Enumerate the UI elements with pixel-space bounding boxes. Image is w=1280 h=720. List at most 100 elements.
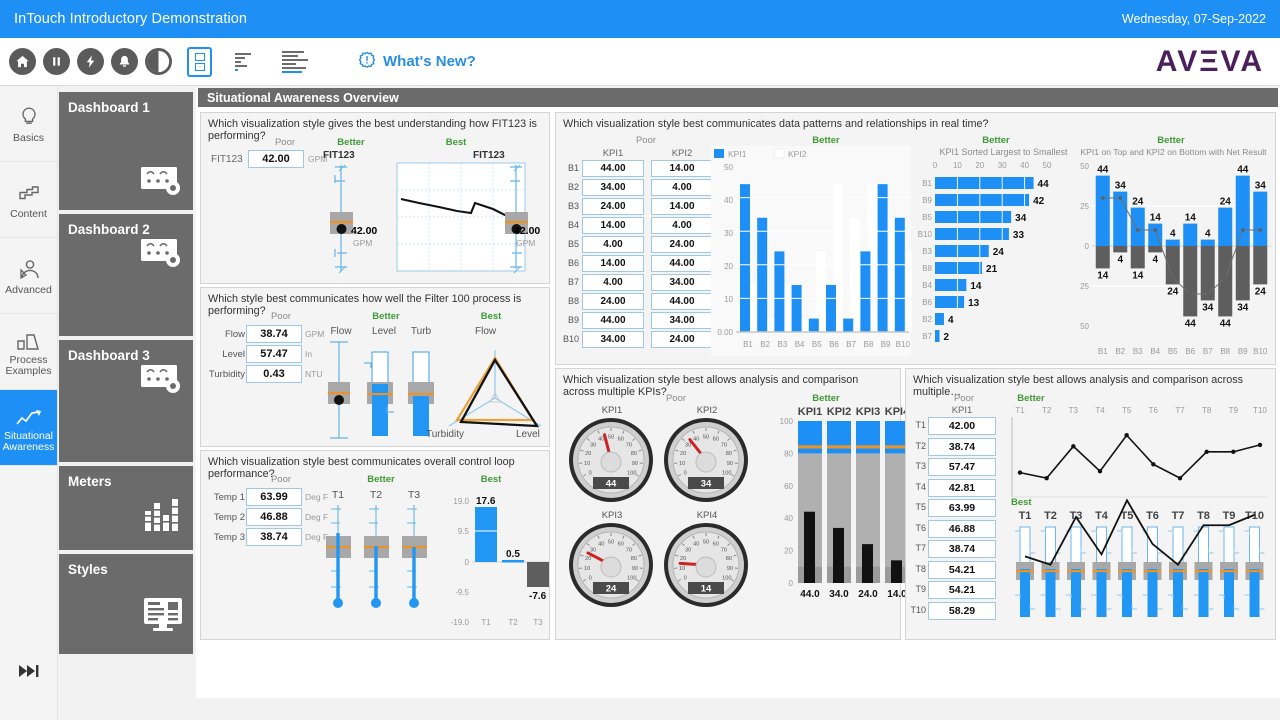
better-vertical-gauge [330, 164, 353, 274]
svg-text:B8: B8 [864, 340, 874, 349]
sidebar-item-process-examples[interactable]: Process Examples [0, 314, 57, 390]
label-better: Better [812, 135, 840, 146]
pause-icon[interactable] [43, 48, 70, 75]
kpi1-cell[interactable]: 44.00 [582, 160, 644, 177]
bolt-icon[interactable] [77, 48, 104, 75]
temp2-value-field[interactable]: 46.88 [246, 508, 302, 526]
kpi2-cell[interactable]: 4.00 [651, 217, 713, 234]
tile-dashboard-1[interactable]: Dashboard 1 [59, 92, 193, 210]
sidebar-item-advanced[interactable]: Advanced [0, 238, 57, 314]
trend-value-cell[interactable]: 63.99 [928, 499, 996, 517]
kpi2-cell[interactable]: 34.00 [651, 274, 713, 291]
svg-text:80: 80 [631, 451, 637, 457]
kpi2-cell[interactable]: 24.00 [651, 331, 713, 348]
trend-value-cell[interactable]: 42.81 [928, 478, 996, 497]
tile-styles[interactable]: Styles [59, 554, 193, 654]
trend-value-cell[interactable]: 57.47 [928, 458, 996, 476]
table-header-kpi1: KPI1 [602, 148, 624, 159]
gauge-kpi1[interactable]: KPI1 0 10 20 30 40 50 60 70 80 90 100 44 [566, 405, 658, 509]
table-row-label: B5 [567, 239, 579, 249]
trend-value-cell[interactable]: 38.74 [928, 540, 996, 558]
kpi1-cell[interactable]: 24.00 [582, 293, 644, 310]
loop-bar-chart: 19.0 9.5 0 -9.5 -19.0 17.6 0.5 -7.6 T1 T… [451, 496, 549, 627]
kpi2-cell[interactable]: 24.00 [651, 236, 713, 253]
temp2-unit: Deg F [305, 512, 329, 522]
home-icon[interactable] [9, 48, 36, 75]
label-best: Best [480, 311, 502, 322]
panel-question: Which visualization style best allows an… [563, 374, 859, 398]
bar-chart-icon [16, 326, 42, 352]
kpi2-cell[interactable]: 14.00 [651, 198, 713, 215]
trend-value-cell[interactable]: 38.74 [928, 437, 996, 456]
svg-text:70: 70 [626, 442, 632, 448]
panel-icon[interactable] [187, 46, 212, 77]
title-bar: InTouch Introductory Demonstration Wedne… [0, 0, 1280, 38]
tile-meters[interactable]: Meters [59, 466, 193, 550]
gauge-kpi3[interactable]: KPI3 0 10 20 30 40 50 60 70 80 90 100 24 [566, 510, 658, 614]
kpi2-cell[interactable]: 44.00 [651, 255, 713, 272]
kpi2-cell[interactable]: 34.00 [651, 312, 713, 329]
fit123-value-field[interactable]: 42.00 [248, 150, 304, 168]
tile-dashboard-2[interactable]: Dashboard 2 [59, 214, 193, 336]
flow-value-field[interactable]: 38.74 [246, 325, 302, 343]
whats-new-button[interactable]: What's New? [358, 51, 476, 73]
panel-fit123: Which visualization style gives the best… [200, 112, 550, 284]
contrast-icon[interactable] [145, 48, 172, 75]
bell-icon[interactable] [111, 48, 138, 75]
gauge-label: KPI3 [601, 510, 623, 521]
gauge-kpi2[interactable]: KPI2 0 10 20 30 40 50 60 70 80 90 100 34 [661, 405, 753, 509]
svg-text:B8: B8 [922, 264, 932, 273]
kpi1-cell[interactable]: 24.00 [582, 198, 644, 215]
trend-value-cell[interactable]: 54.21 [928, 581, 996, 599]
chart-bars-icon[interactable] [282, 47, 312, 77]
svg-text:KPI2: KPI2 [788, 149, 807, 159]
trend-row-label: T8 [915, 563, 926, 574]
tile-dashboard-3[interactable]: Dashboard 3 [59, 340, 193, 462]
panel-multi-kpi: Which visualization style best allows an… [555, 368, 910, 640]
kpi1-cell[interactable]: 34.00 [582, 331, 644, 348]
gauge-kpi4[interactable]: KPI4 0 10 20 30 40 50 60 70 80 90 100 14 [661, 510, 753, 614]
svg-text:B10: B10 [896, 340, 911, 349]
kpi1-cell[interactable]: 34.00 [582, 179, 644, 196]
left-nav-rail: Basics Content Advanced Process Examples… [0, 86, 58, 720]
svg-text:4: 4 [1117, 254, 1123, 265]
svg-text:KPI3: KPI3 [856, 406, 880, 418]
kpi1-cell[interactable]: 4.00 [582, 236, 644, 253]
svg-text:50: 50 [1080, 162, 1089, 171]
svg-text:10: 10 [584, 461, 590, 467]
kpi2-cell[interactable]: 4.00 [651, 179, 713, 196]
trend-value-cell[interactable]: 54.21 [928, 560, 996, 579]
kpi1-cell[interactable]: 14.00 [582, 255, 644, 272]
expand-icon[interactable] [0, 641, 57, 701]
panel-question: Which visualization style gives the best… [208, 118, 537, 142]
svg-text:B4: B4 [1150, 347, 1160, 356]
sidebar-item-situational-awareness[interactable]: Situational Awareness [0, 390, 57, 466]
turbidity-value-field[interactable]: 0.43 [246, 365, 302, 383]
svg-text:20: 20 [724, 262, 733, 271]
kpi1-cell[interactable]: 44.00 [582, 312, 644, 329]
filter-vertical-gauges [328, 341, 434, 439]
trend-value-cell[interactable]: 58.29 [928, 601, 996, 620]
svg-text:50: 50 [1080, 322, 1089, 331]
svg-text:0: 0 [789, 579, 794, 588]
sidebar-item-basics[interactable]: Basics [0, 86, 57, 162]
kpi1-cell[interactable]: 4.00 [582, 274, 644, 291]
kpi1-cell[interactable]: 14.00 [582, 217, 644, 234]
svg-text:34: 34 [1237, 302, 1249, 313]
chart-small-icon[interactable] [235, 47, 265, 77]
trend-value-cell[interactable]: 46.88 [928, 519, 996, 538]
sidebar-item-content[interactable]: Content [0, 162, 57, 238]
svg-text:44: 44 [1038, 179, 1050, 190]
kpi2-cell[interactable]: 44.00 [651, 293, 713, 310]
svg-text:T8: T8 [1197, 510, 1210, 522]
kpi2-cell[interactable]: 14.00 [651, 160, 713, 177]
temp3-value-field[interactable]: 38.74 [246, 528, 302, 546]
svg-text:34: 34 [1115, 181, 1127, 192]
temp1-value-field[interactable]: 63.99 [246, 488, 302, 506]
level-value-field[interactable]: 57.47 [246, 345, 302, 363]
svg-text:4: 4 [948, 315, 954, 326]
svg-text:T9: T9 [1229, 406, 1239, 415]
trend-value-cell[interactable]: 42.00 [928, 417, 996, 435]
svg-text:100: 100 [780, 417, 794, 426]
